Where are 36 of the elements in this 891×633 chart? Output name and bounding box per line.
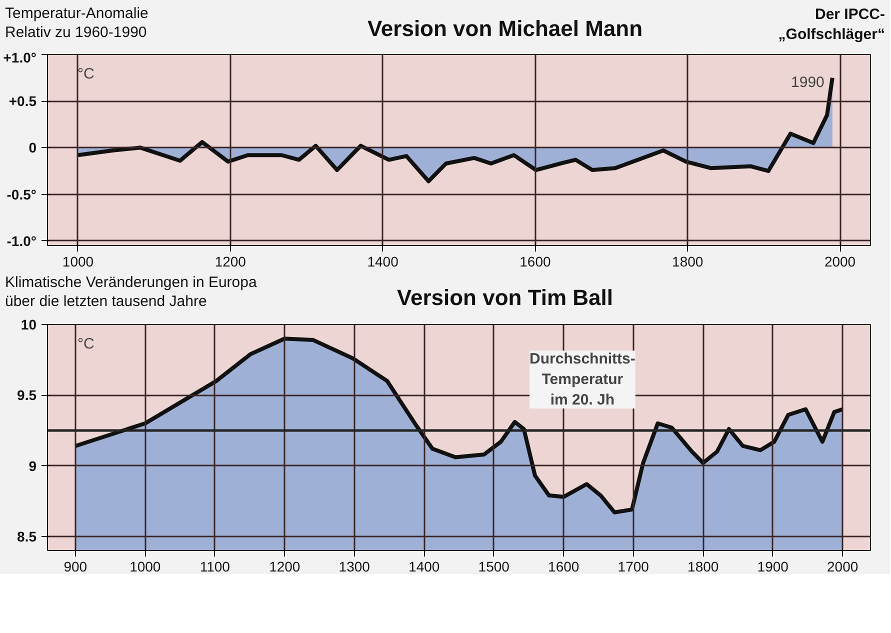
annotation: 1990 bbox=[791, 74, 824, 92]
annotation: °C bbox=[78, 66, 94, 83]
x-tick-label: 1000 bbox=[62, 254, 94, 270]
y-tick-label: 9 bbox=[28, 458, 37, 474]
y-tick-label: +1.0° bbox=[3, 50, 37, 66]
x-tick-label: 1800 bbox=[688, 558, 719, 574]
chart-title: Version von Michael Mann bbox=[367, 16, 643, 41]
x-tick-label: 1000 bbox=[130, 558, 161, 574]
y-tick-label: 9.5 bbox=[17, 386, 37, 403]
x-tick-label: 1600 bbox=[548, 558, 580, 574]
x-tick-label: 1900 bbox=[757, 558, 789, 574]
x-tick-label: 2000 bbox=[827, 558, 858, 574]
text: Temperatur-Anomalie Relativ zu 1960-1990 bbox=[5, 5, 148, 42]
x-tick-label: 1600 bbox=[520, 254, 551, 270]
y-tick-label: -0.5° bbox=[6, 186, 37, 203]
text: Der IPCC- „Golfschläger“ bbox=[778, 6, 885, 42]
text: Klimatische Veränderungen in Europa über die letzten tausend Jahre bbox=[5, 274, 257, 312]
y-tick-label: 10 bbox=[20, 316, 37, 332]
y-tick-label: 0 bbox=[28, 140, 37, 156]
y-tick-label: 8.5 bbox=[17, 528, 37, 544]
x-tick-label: 1500 bbox=[478, 558, 510, 574]
x-tick-label: 1300 bbox=[338, 558, 370, 574]
x-tick-label: 1400 bbox=[367, 254, 399, 270]
x-tick-label: 1200 bbox=[214, 254, 246, 270]
x-tick-label: 1800 bbox=[672, 254, 704, 270]
x-tick-label: 2000 bbox=[824, 254, 856, 270]
annotation: °C bbox=[78, 335, 94, 352]
ref-line-label: Durchschnitts- Temperatur im 20. Jh bbox=[530, 350, 636, 408]
x-tick-label: 1200 bbox=[269, 558, 300, 574]
chart-title: Version von Tim Ball bbox=[397, 285, 613, 310]
x-tick-label: 900 bbox=[64, 558, 88, 574]
y-tick-label: -1.0° bbox=[6, 233, 37, 250]
x-tick-label: 1400 bbox=[408, 558, 440, 574]
x-tick-label: 1700 bbox=[618, 558, 650, 574]
x-tick-label: 1100 bbox=[200, 558, 230, 574]
y-tick-label: +0.5 bbox=[8, 94, 37, 110]
